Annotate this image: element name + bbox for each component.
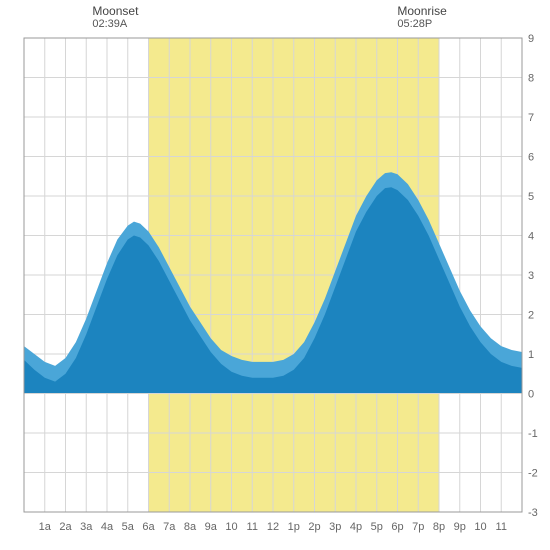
svg-text:12: 12: [267, 521, 279, 533]
tide-chart: -3-2-101234567891a2a3a4a5a6a7a8a9a101112…: [0, 0, 550, 550]
svg-text:-2: -2: [528, 468, 538, 480]
svg-text:10: 10: [474, 521, 486, 533]
svg-text:1a: 1a: [39, 521, 52, 533]
svg-text:11: 11: [247, 521, 258, 533]
svg-text:4a: 4a: [101, 521, 114, 533]
svg-text:8a: 8a: [184, 521, 197, 533]
svg-text:2: 2: [528, 310, 534, 322]
svg-text:0: 0: [528, 389, 534, 401]
svg-text:2a: 2a: [59, 521, 72, 533]
svg-text:4: 4: [528, 231, 534, 243]
svg-text:10: 10: [225, 521, 237, 533]
svg-text:6: 6: [528, 152, 534, 164]
svg-text:5a: 5a: [122, 521, 135, 533]
svg-text:2p: 2p: [308, 521, 320, 533]
svg-text:7: 7: [528, 112, 534, 124]
svg-text:7a: 7a: [163, 521, 176, 533]
svg-text:9p: 9p: [454, 521, 466, 533]
svg-text:4p: 4p: [350, 521, 362, 533]
svg-text:-1: -1: [528, 428, 538, 440]
svg-text:5: 5: [528, 191, 534, 203]
svg-text:1: 1: [528, 349, 534, 361]
svg-text:6a: 6a: [142, 521, 155, 533]
svg-text:9: 9: [528, 33, 534, 45]
svg-text:1p: 1p: [288, 521, 300, 533]
svg-text:5p: 5p: [371, 521, 383, 533]
svg-text:8: 8: [528, 73, 534, 85]
svg-text:3a: 3a: [80, 521, 93, 533]
svg-text:7p: 7p: [412, 521, 424, 533]
svg-text:9a: 9a: [205, 521, 218, 533]
svg-text:3p: 3p: [329, 521, 341, 533]
svg-text:8p: 8p: [433, 521, 445, 533]
svg-text:6p: 6p: [391, 521, 403, 533]
svg-text:-3: -3: [528, 507, 538, 519]
svg-text:3: 3: [528, 270, 534, 282]
svg-text:11: 11: [496, 521, 507, 533]
chart-svg: -3-2-101234567891a2a3a4a5a6a7a8a9a101112…: [0, 0, 550, 550]
